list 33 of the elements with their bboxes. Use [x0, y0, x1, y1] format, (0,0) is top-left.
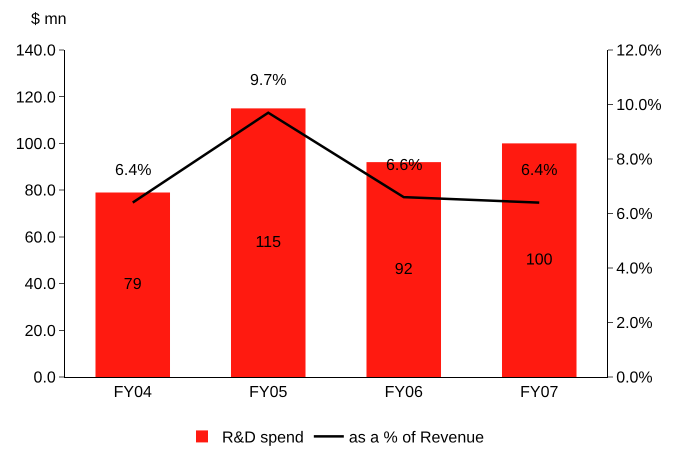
y-tick-label: 60.0: [24, 229, 56, 246]
y-tick-label: 120.0: [16, 89, 56, 106]
y2-tick-label: 4.0%: [616, 260, 653, 278]
data-label: 6.4%: [115, 162, 152, 179]
y-tick-label: 100.0: [16, 136, 56, 154]
y2-tick-label: 6.0%: [616, 206, 653, 224]
data-label: 115: [255, 234, 282, 252]
y2-tick-label: 2.0%: [616, 315, 653, 332]
data-label: 6.4%: [521, 162, 558, 179]
bar: [95, 192, 170, 377]
y-axis-title: $ mn: [31, 11, 67, 28]
data-label: 9.7%: [250, 72, 286, 89]
x-tick-label: FY05: [249, 384, 288, 402]
x-tick-label: FY06: [384, 384, 423, 402]
y-tick-label: 20.0: [24, 322, 56, 340]
y2-tick-label: 0.0%: [616, 370, 653, 387]
y2-tick-label: 12.0%: [616, 42, 662, 60]
data-label: 79: [124, 276, 142, 294]
y-tick-label: 140.0: [16, 42, 56, 60]
bar: [502, 143, 577, 377]
x-tick-label: FY04: [114, 384, 152, 402]
legend-label: as a % of Revenue: [348, 430, 484, 447]
y-tick-label: 80.0: [24, 182, 56, 200]
y-tick-label: 40.0: [24, 276, 56, 294]
legend-label: R&D spend: [222, 430, 304, 447]
data-label: 100: [526, 252, 553, 269]
y2-tick-label: 8.0%: [616, 152, 653, 169]
y-tick-label: 0.0: [34, 370, 56, 387]
data-label: 6.6%: [386, 157, 422, 174]
data-label: 92: [394, 261, 413, 278]
bar: [230, 108, 306, 377]
x-tick-label: FY07: [520, 384, 558, 402]
y2-tick-label: 10.0%: [616, 97, 662, 114]
